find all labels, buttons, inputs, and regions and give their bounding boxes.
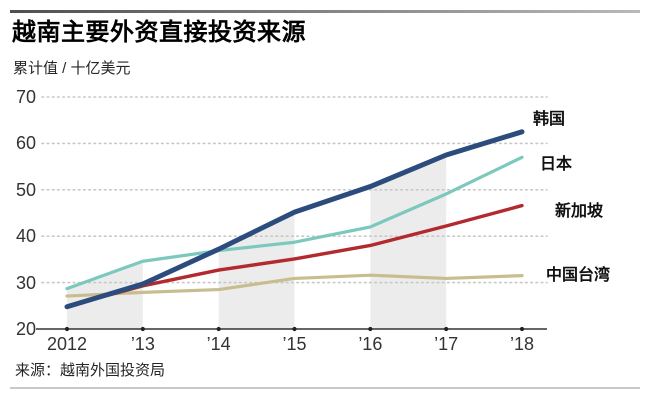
- y-tick-label: 70: [15, 87, 36, 107]
- axis-tick-dot: [444, 326, 449, 332]
- legend-label-4: 中国台湾: [546, 267, 611, 284]
- top-border-rule: [10, 10, 640, 13]
- legend-label-3: 新加坡: [555, 203, 604, 220]
- y-tick-label: 60: [15, 133, 36, 154]
- x-tick-label: ’13: [130, 334, 155, 354]
- x-tick-label: ’15: [282, 334, 307, 354]
- bottom-border-rule: [10, 387, 640, 389]
- series-line: [64, 129, 525, 310]
- chart-subtitle: 累计值 / 十亿美元: [13, 60, 131, 77]
- x-tick-label: ’14: [206, 334, 231, 354]
- chart-title: 越南主要外资直接投资来源: [12, 19, 306, 46]
- y-tick-label: 20: [15, 319, 36, 339]
- axis-tick-dot: [519, 326, 525, 332]
- x-tick-label: ’16: [358, 334, 383, 354]
- x-tick-label: 2012: [46, 334, 88, 354]
- series-line: [65, 155, 524, 291]
- x-tick-label: ’17: [434, 334, 459, 354]
- axis-tick-dot: [216, 326, 221, 332]
- y-tick-label: 40: [15, 226, 36, 247]
- axis-tick-dot: [64, 326, 70, 332]
- legend-label-2: 日本: [540, 156, 573, 173]
- y-tick-label: 50: [15, 179, 36, 200]
- y-tick-label: 30: [15, 272, 36, 293]
- series-line: [65, 273, 524, 298]
- source-note: 来源：越南外国投资局: [15, 362, 166, 379]
- legend-label-1: 韩国: [533, 111, 566, 128]
- axis-tick-dot: [368, 326, 373, 332]
- x-tick-label: ’18: [509, 334, 535, 354]
- axis-tick-dot: [140, 326, 145, 332]
- axis-tick-dot: [292, 326, 297, 332]
